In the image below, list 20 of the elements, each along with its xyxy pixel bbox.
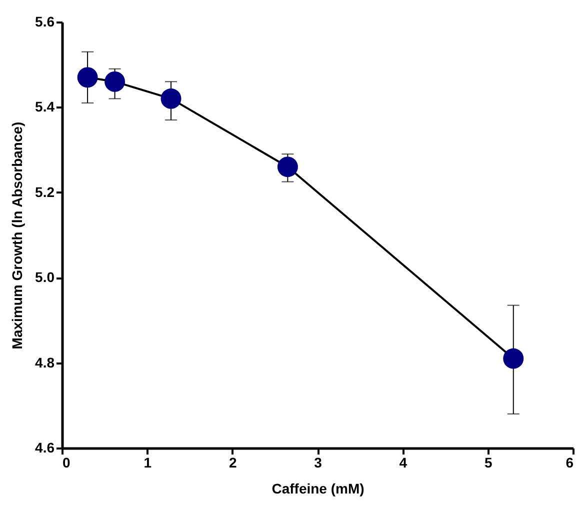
point (77, 67, 98, 88)
y-tick-label: 5.6 (35, 14, 55, 30)
point (277, 156, 298, 178)
y-tick-label: 5.2 (35, 184, 55, 200)
y-tick-label: 4.8 (35, 354, 55, 370)
x-tick-label: 4 (399, 454, 408, 470)
x-tick-label: 3 (314, 454, 322, 470)
point (160, 88, 182, 109)
x-tick-label: 5 (484, 454, 492, 470)
x-tick-label: 0 (62, 454, 70, 470)
y-tick-label: 5.0 (35, 269, 55, 286)
x-axis-title: Caffeine (mM) (272, 480, 364, 496)
x-tick-label: 2 (228, 454, 237, 470)
y-tick-label: 5.4 (35, 98, 55, 115)
y-axis-title: Maximum Growth (ln Absorbance) (9, 122, 26, 350)
x-tick-label: 6 (566, 454, 574, 470)
x-tick-label: 1 (144, 454, 152, 470)
point (104, 71, 126, 92)
point (503, 348, 524, 369)
y-tick-label: 4.6 (35, 440, 55, 456)
